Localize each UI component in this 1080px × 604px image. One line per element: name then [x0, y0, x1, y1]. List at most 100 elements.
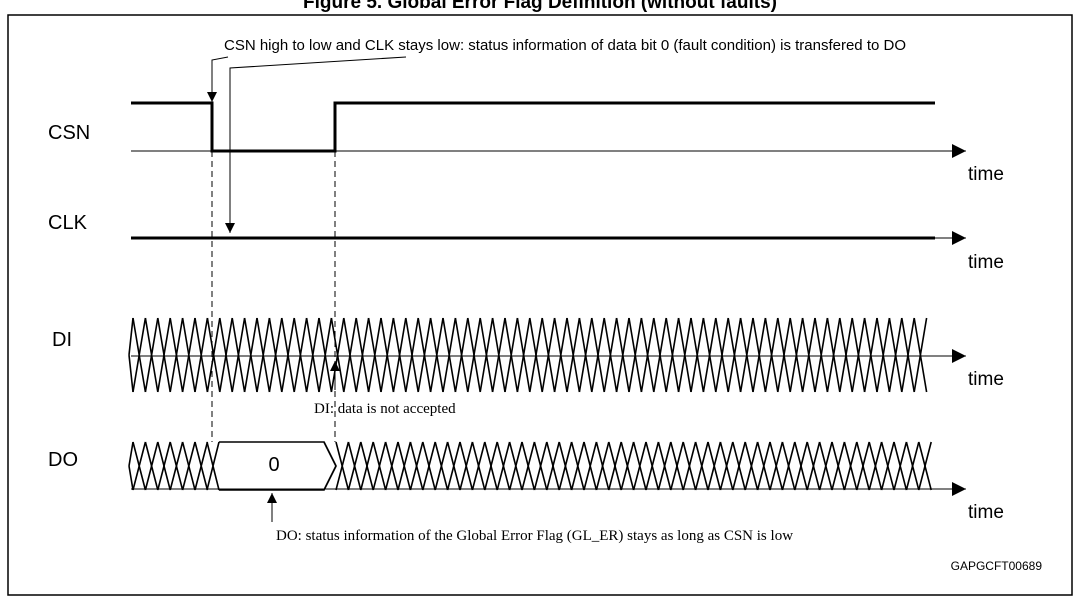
bus-segment [181, 317, 196, 393]
bus-segment [496, 441, 511, 491]
bus-segment [769, 441, 784, 491]
bus-segment [132, 317, 147, 393]
bus-segment [360, 441, 374, 491]
bus-segment [806, 441, 821, 491]
bus-segment [913, 317, 928, 393]
bus-segment [632, 441, 647, 491]
bus-segment [566, 317, 581, 393]
bus-segment [459, 441, 474, 491]
do-value: 0 [268, 454, 279, 476]
bus-segment [893, 441, 908, 491]
bus-segment [405, 317, 419, 393]
bus-segment [781, 441, 796, 491]
bus-segment [727, 317, 742, 393]
bus-segment [752, 317, 767, 393]
bus-segment [206, 441, 220, 491]
bus-segment [583, 441, 598, 491]
bus-segment [194, 317, 209, 393]
bus-segment [694, 441, 709, 491]
bus-segment [880, 441, 895, 491]
bus-segment [194, 441, 209, 491]
bus-segment [843, 441, 858, 491]
bus-segment [169, 317, 184, 393]
bus-segment [422, 441, 436, 491]
bus-segment [839, 317, 853, 393]
bus-segment [384, 441, 399, 491]
bus-segment [281, 317, 295, 393]
bus-segment [256, 317, 271, 393]
bus-segment [128, 354, 134, 393]
bus-segment [305, 317, 320, 393]
bus-segment [739, 317, 754, 393]
csn-label: CSN [48, 122, 90, 144]
bus-segment [876, 317, 891, 393]
bus-segment [323, 441, 337, 491]
time-axis-do: time [131, 482, 1004, 523]
bus-segment [231, 317, 246, 393]
bus-segment [479, 317, 494, 393]
bus-segment [355, 317, 370, 393]
bus-segment [157, 441, 171, 491]
bus-segment [628, 317, 643, 393]
bus-segment [789, 317, 804, 393]
bus-segment [181, 441, 196, 491]
bus-segment [318, 317, 333, 393]
bus-segment [831, 441, 846, 491]
bus-segment [268, 317, 283, 393]
bus-segment [603, 317, 618, 393]
bus-segment [814, 317, 829, 393]
bus-segment [169, 441, 184, 491]
bus-segment [657, 441, 672, 491]
bus-segment [794, 441, 808, 491]
bus-segment [541, 317, 556, 393]
bus-segment [818, 441, 833, 491]
bus-segment [380, 317, 395, 393]
bus-segment [144, 317, 159, 393]
bus-segment [434, 441, 449, 491]
bus-segment [653, 317, 667, 393]
figure-id: GAPGCFT00689 [951, 559, 1043, 573]
bus-segment [719, 441, 734, 491]
bus-segment [553, 317, 568, 393]
bus-segment [863, 317, 878, 393]
bus-segment [442, 317, 457, 393]
annotation-top: CSN high to low and CLK stays low: statu… [224, 37, 906, 54]
csn-waveform [131, 101, 935, 153]
bus-segment [446, 441, 461, 491]
leader-arrow-csn [207, 56, 229, 102]
bus-segment [615, 317, 630, 393]
bus-segment [397, 441, 412, 491]
bus-segment [429, 317, 444, 393]
bus-segment [521, 441, 536, 491]
leader-arrow-clk [225, 56, 407, 233]
bus-segment [206, 317, 221, 393]
bus-segment [392, 317, 407, 393]
bus-segment [595, 441, 610, 491]
bus-segment [682, 441, 697, 491]
bus-segment [367, 317, 382, 393]
bus-segment [764, 317, 779, 393]
bus-segment [851, 317, 866, 393]
bus-segment [546, 441, 560, 491]
bus-segment [491, 317, 506, 393]
bus-segment [670, 441, 684, 491]
bus-segment [347, 441, 362, 491]
bus-segment [293, 317, 308, 393]
bus-segment [591, 317, 605, 393]
annotation-di: DI: data is not accepted [314, 401, 456, 417]
bus-segment [128, 465, 134, 491]
bus-segment [516, 317, 531, 393]
time-axis-label: time [968, 252, 1004, 273]
bus-segment [826, 317, 841, 393]
time-axis-label: time [968, 502, 1004, 523]
bus-segment [157, 317, 171, 393]
bus-segment [744, 441, 759, 491]
bus-segment [901, 317, 915, 393]
clk-label: CLK [48, 212, 88, 234]
annotation-do: DO: status information of the Global Err… [276, 528, 793, 544]
bus-segment [343, 317, 357, 393]
bus-segment [484, 441, 498, 491]
figure-frame [7, 14, 1073, 596]
bus-segment [856, 441, 870, 491]
bus-segment [335, 441, 350, 491]
